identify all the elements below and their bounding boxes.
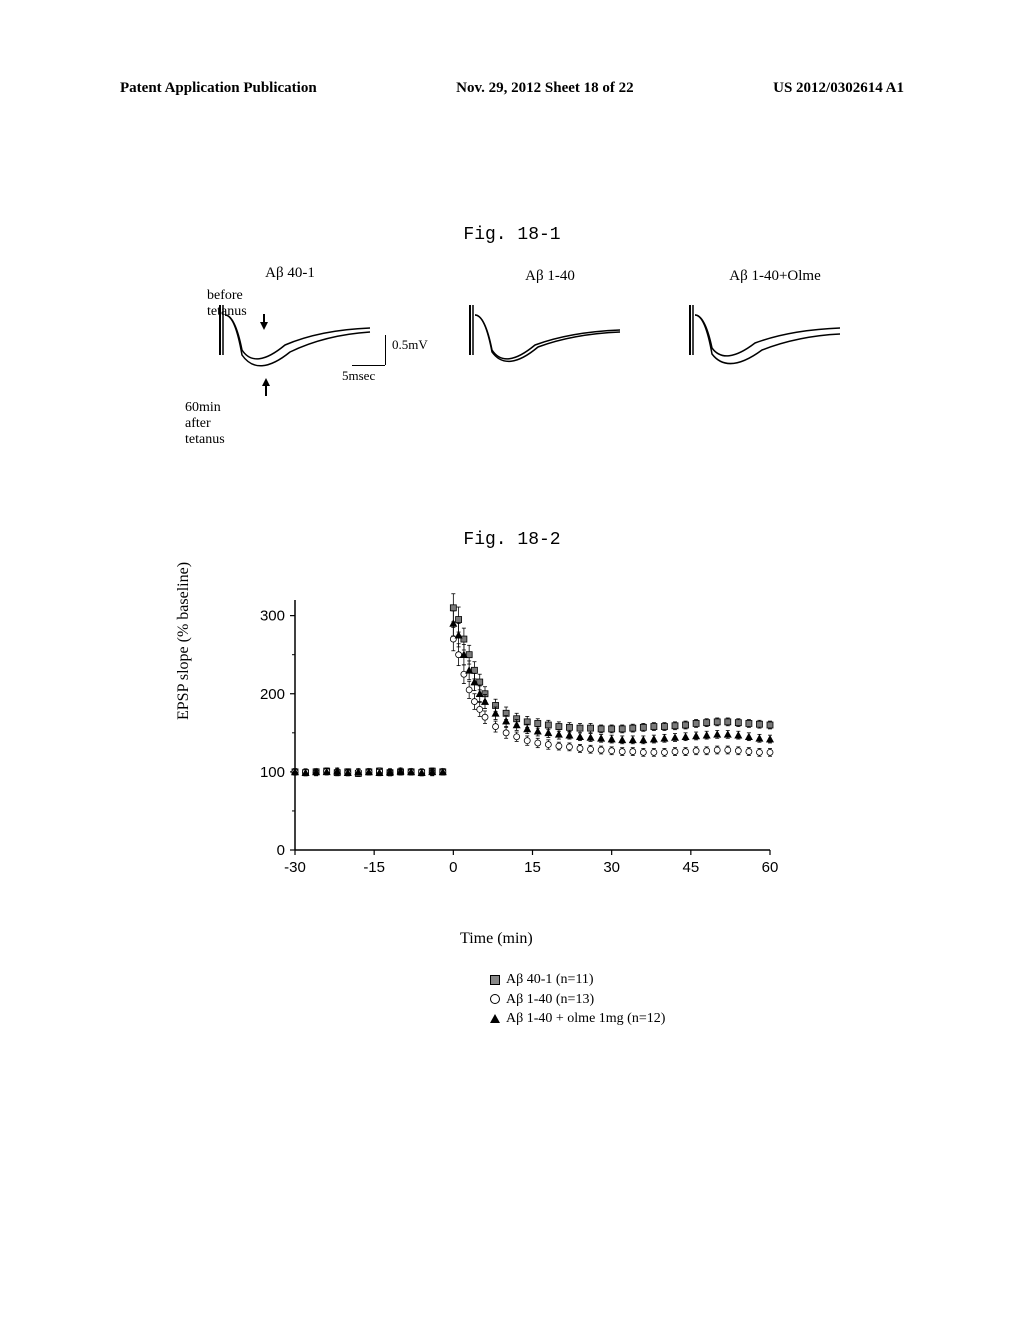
x-axis-label: Time (min): [460, 930, 533, 948]
svg-text:-15: -15: [363, 859, 385, 876]
legend-label-2: Aβ 1-40 (n=13): [506, 990, 594, 1010]
triangle-marker-icon: [490, 1014, 500, 1023]
page-header: Patent Application Publication Nov. 29, …: [0, 80, 1024, 97]
header-right: US 2012/0302614 A1: [773, 80, 904, 97]
scale-bar-vertical: [385, 335, 386, 365]
svg-text:60: 60: [762, 859, 779, 876]
epsp-chart: 0 100 200 300 -30 -15 0 15 30 45 60: [240, 590, 780, 890]
header-left: Patent Application Publication: [120, 80, 317, 97]
scale-v-text: 0.5mV: [392, 337, 428, 353]
svg-text:-30: -30: [284, 859, 306, 876]
scale-bar-horizontal: [352, 365, 385, 366]
circle-marker-icon: [490, 994, 500, 1004]
scale-h-text: 5msec: [342, 368, 375, 384]
legend-label-1: Aβ 40-1 (n=11): [506, 970, 594, 990]
svg-text:0: 0: [277, 842, 285, 859]
svg-text:30: 30: [603, 859, 620, 876]
svg-text:45: 45: [682, 859, 699, 876]
fig1-label: Fig. 18-1: [0, 225, 1024, 245]
legend-label-3: Aβ 1-40 + olme 1mg (n=12): [506, 1009, 665, 1029]
svg-text:0: 0: [449, 859, 457, 876]
fig2-label: Fig. 18-2: [0, 530, 1024, 550]
chart-legend: Aβ 40-1 (n=11) Aβ 1-40 (n=13) Aβ 1-40 + …: [490, 970, 665, 1029]
trace2-svg: [450, 300, 630, 380]
legend-row: Aβ 1-40 + olme 1mg (n=12): [490, 1009, 665, 1029]
svg-text:300: 300: [260, 608, 285, 625]
svg-text:200: 200: [260, 686, 285, 703]
square-marker-icon: [490, 975, 500, 985]
fig1-traces: Aβ 40-1 before tetanus 60min after tetan…: [150, 270, 890, 430]
svg-text:100: 100: [260, 764, 285, 781]
header-center: Nov. 29, 2012 Sheet 18 of 22: [456, 80, 634, 97]
legend-row: Aβ 1-40 (n=13): [490, 990, 665, 1010]
svg-text:15: 15: [524, 859, 541, 876]
trace1-title: Aβ 40-1: [240, 265, 340, 282]
after-tetanus-label: 60min after tetanus: [185, 400, 225, 448]
trace3-title: Aβ 1-40+Olme: [705, 268, 845, 285]
trace2-title: Aβ 1-40: [500, 268, 600, 285]
arrow-after-icon: [262, 378, 270, 386]
trace3-svg: [670, 300, 850, 380]
y-axis-label: EPSP slope (% baseline): [175, 562, 193, 720]
legend-row: Aβ 40-1 (n=11): [490, 970, 665, 990]
